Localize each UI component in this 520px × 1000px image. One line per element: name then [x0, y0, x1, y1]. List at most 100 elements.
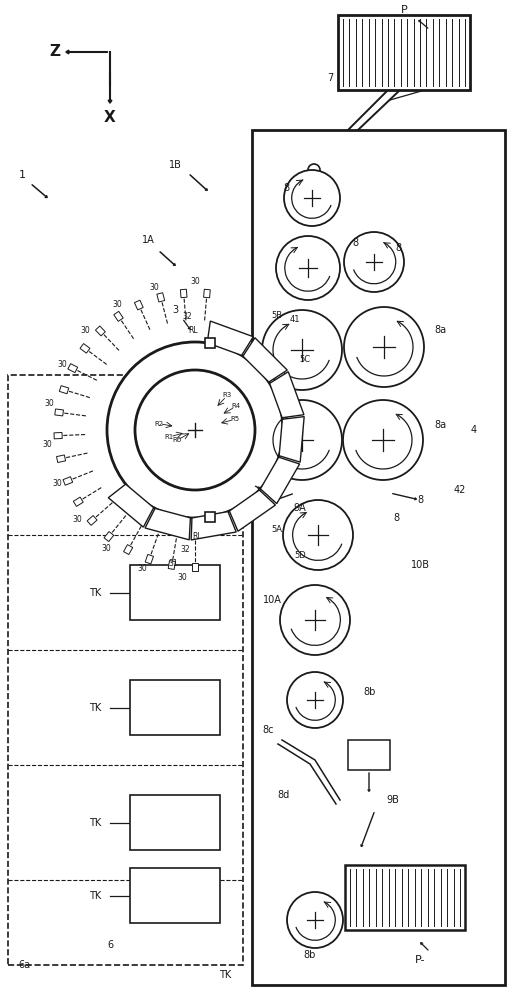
Polygon shape: [108, 484, 154, 527]
Text: 8d: 8d: [277, 790, 289, 800]
Polygon shape: [80, 344, 90, 353]
Bar: [338, 15, 470, 90]
Polygon shape: [87, 516, 97, 525]
Polygon shape: [59, 386, 69, 394]
Text: 30: 30: [81, 326, 90, 335]
Circle shape: [262, 310, 342, 390]
Text: TK: TK: [89, 891, 101, 901]
Text: 4: 4: [471, 425, 477, 435]
Text: 32: 32: [180, 545, 190, 554]
Circle shape: [262, 400, 342, 480]
Polygon shape: [73, 497, 83, 506]
Bar: [130, 868, 220, 923]
Polygon shape: [279, 417, 304, 462]
Text: 2: 2: [282, 410, 288, 420]
Text: R3: R3: [223, 392, 232, 398]
Text: TK: TK: [89, 818, 101, 828]
Text: 8a: 8a: [434, 325, 446, 335]
Text: 30: 30: [112, 300, 122, 309]
Polygon shape: [192, 563, 198, 571]
Text: 10A: 10A: [263, 595, 281, 605]
Text: 8b: 8b: [304, 950, 316, 960]
Circle shape: [283, 500, 353, 570]
Circle shape: [344, 232, 404, 292]
Text: 8: 8: [352, 238, 358, 248]
Polygon shape: [57, 455, 66, 463]
Bar: [130, 680, 220, 735]
Circle shape: [276, 236, 340, 300]
Text: 30: 30: [177, 573, 187, 582]
Polygon shape: [68, 364, 77, 373]
Circle shape: [344, 307, 424, 387]
Polygon shape: [145, 508, 190, 540]
Text: R6: R6: [172, 437, 181, 443]
Text: TK: TK: [89, 588, 101, 598]
Circle shape: [107, 342, 283, 518]
Text: 8: 8: [283, 183, 289, 193]
Text: 7: 7: [327, 73, 333, 83]
Text: 6: 6: [107, 940, 113, 950]
Text: 30: 30: [53, 479, 62, 488]
Text: 41: 41: [290, 316, 300, 324]
Bar: [205, 512, 215, 522]
Text: 10B: 10B: [410, 560, 430, 570]
Polygon shape: [145, 554, 153, 564]
Text: TK: TK: [89, 703, 101, 713]
Text: 30: 30: [72, 515, 82, 524]
Text: 30: 30: [190, 277, 200, 286]
Bar: [205, 338, 215, 348]
Bar: [252, 130, 505, 985]
Polygon shape: [54, 432, 62, 439]
Bar: [348, 740, 390, 770]
Polygon shape: [114, 311, 123, 321]
Polygon shape: [157, 293, 165, 302]
Circle shape: [308, 164, 320, 176]
Polygon shape: [270, 372, 304, 418]
Bar: [130, 565, 220, 620]
Text: R5: R5: [230, 416, 239, 422]
Text: 8b: 8b: [364, 687, 376, 697]
Text: RL: RL: [188, 326, 198, 335]
Text: P: P: [400, 5, 407, 15]
Text: Z: Z: [49, 44, 60, 60]
Text: R2: R2: [154, 421, 163, 427]
Text: TK: TK: [219, 970, 231, 980]
Text: 30: 30: [150, 283, 159, 292]
Polygon shape: [191, 512, 236, 540]
Text: 8a: 8a: [434, 420, 446, 430]
Polygon shape: [96, 326, 106, 336]
Polygon shape: [204, 289, 210, 298]
Polygon shape: [63, 477, 73, 485]
Text: 8: 8: [395, 243, 401, 253]
Text: 9B: 9B: [386, 795, 399, 805]
Text: P-: P-: [415, 955, 425, 965]
Text: R1: R1: [164, 434, 174, 440]
Text: 30: 30: [45, 399, 54, 408]
Text: 1B: 1B: [168, 160, 181, 170]
Polygon shape: [180, 289, 187, 298]
Text: 8: 8: [393, 513, 399, 523]
Polygon shape: [243, 338, 287, 382]
Text: 6a: 6a: [18, 960, 30, 970]
Polygon shape: [168, 561, 175, 569]
Text: 5A: 5A: [271, 526, 282, 534]
Circle shape: [287, 672, 343, 728]
Text: 5C: 5C: [300, 356, 310, 364]
Polygon shape: [261, 457, 300, 504]
Text: 31: 31: [168, 559, 178, 568]
Text: 30: 30: [101, 544, 111, 553]
Circle shape: [343, 400, 423, 480]
Text: 1A: 1A: [141, 235, 154, 245]
Polygon shape: [124, 545, 133, 555]
Polygon shape: [135, 300, 143, 310]
Text: 8: 8: [417, 495, 423, 505]
Bar: [345, 865, 465, 930]
Text: 42: 42: [454, 485, 466, 495]
Text: 8c: 8c: [262, 725, 274, 735]
Polygon shape: [207, 321, 253, 355]
Text: RL: RL: [192, 532, 202, 541]
Bar: [8, 375, 243, 965]
Text: X: X: [104, 110, 116, 125]
Text: R4: R4: [231, 403, 240, 409]
Circle shape: [284, 170, 340, 226]
